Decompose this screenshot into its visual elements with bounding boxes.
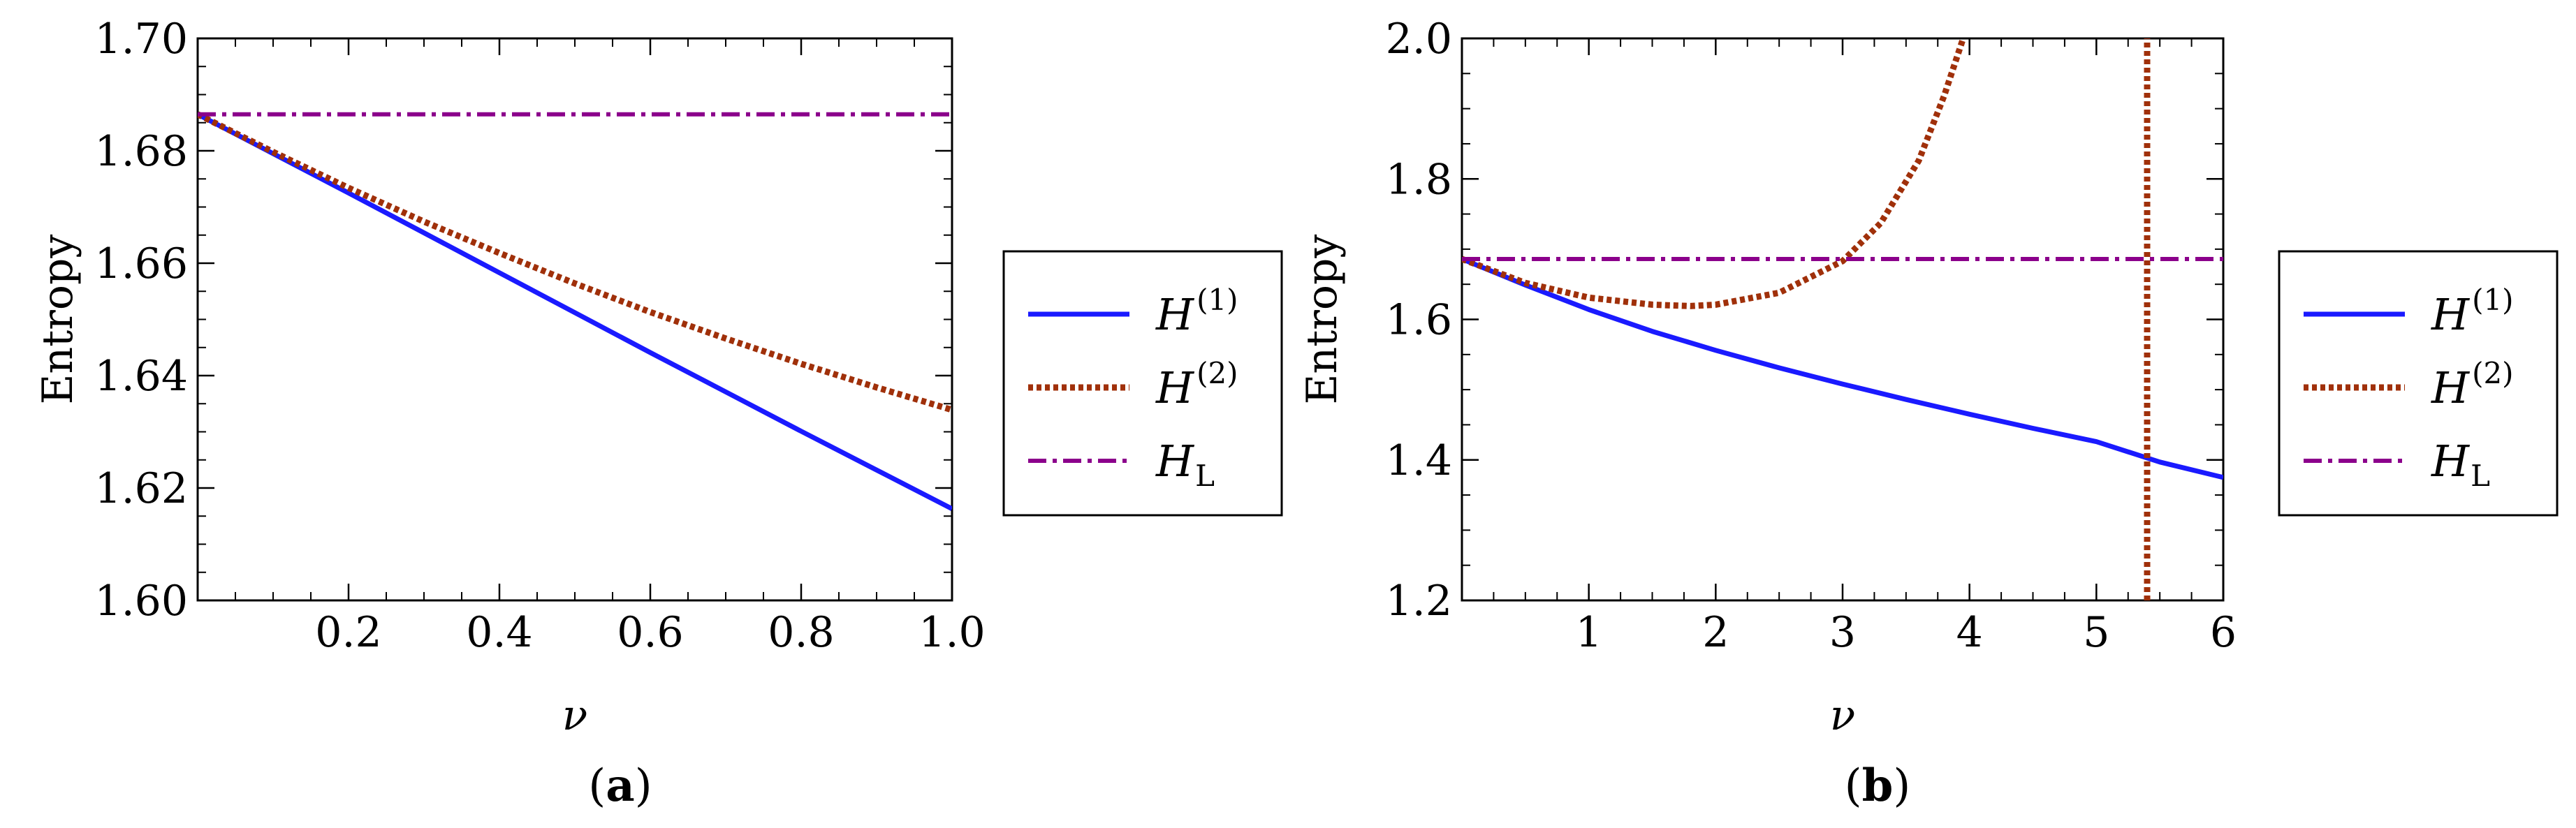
caption-letter: a bbox=[606, 760, 634, 812]
legend-frame bbox=[2278, 250, 2559, 517]
legend-label-sub: L bbox=[1195, 459, 1215, 493]
series-line-1 bbox=[198, 111, 952, 413]
panel-caption: (b) bbox=[1845, 760, 1911, 812]
y-axis-title: Entropy bbox=[34, 235, 82, 405]
legend-label-sup: (1) bbox=[1196, 283, 1238, 317]
x-tick-label: 0.4 bbox=[466, 608, 532, 657]
legend: H(1)H(2)HL bbox=[1002, 250, 1283, 517]
caption-paren-close: ) bbox=[1893, 760, 1910, 812]
y-tick-label: 1.62 bbox=[94, 464, 188, 513]
x-tick-label: 4 bbox=[1956, 608, 1983, 657]
series-line-1 bbox=[1462, 38, 1966, 309]
panel-caption: (a) bbox=[588, 760, 652, 812]
legend-label-sub: L bbox=[2471, 459, 2490, 493]
caption-paren-open: ( bbox=[588, 760, 606, 812]
y-tick-label: 1.2 bbox=[1386, 577, 1452, 626]
x-axis-title: ν bbox=[1830, 691, 1855, 740]
legend-label-base: H bbox=[2431, 436, 2471, 487]
plot-frame bbox=[196, 37, 953, 602]
y-tick-label: 1.64 bbox=[94, 352, 188, 401]
x-tick-label: 0.6 bbox=[617, 608, 683, 657]
x-tick-label: 0.2 bbox=[315, 608, 381, 657]
legend-label-1: H(2) bbox=[1155, 356, 1238, 413]
y-tick-label: 1.68 bbox=[94, 127, 188, 176]
caption-paren-open: ( bbox=[1845, 760, 1862, 812]
legend-label-base: H bbox=[1155, 436, 1195, 487]
legend-label-base: H bbox=[1155, 362, 1195, 413]
caption-paren-close: ) bbox=[635, 760, 652, 812]
panel-a: 0.2 0.4 0.6 0.8 1.0 1.60 1.62 1.64 1.66 1.68 1.70 ν… bbox=[34, 15, 1283, 812]
x-tick-label: 1.0 bbox=[919, 608, 985, 657]
x-tick-label: 2 bbox=[1702, 608, 1729, 657]
x-tick-label: 5 bbox=[2083, 608, 2109, 657]
series-group bbox=[1462, 38, 2223, 600]
legend-label-2: HL bbox=[1155, 436, 1215, 493]
legend: H(1)H(2)HL bbox=[2278, 250, 2559, 517]
x-tick-label: 0.8 bbox=[768, 608, 834, 657]
y-tick-label: 1.4 bbox=[1386, 436, 1452, 485]
y-axis-title: Entropy bbox=[1298, 235, 1347, 405]
x-axis-title: ν bbox=[562, 691, 587, 740]
x-tick-label: 6 bbox=[2210, 608, 2237, 657]
legend-label-0: H(1) bbox=[1155, 283, 1238, 340]
legend-label-sup: (1) bbox=[2472, 283, 2514, 317]
plot-frame bbox=[1461, 37, 2225, 602]
legend-label-base: H bbox=[2431, 362, 2471, 413]
x-tick-label: 3 bbox=[1829, 608, 1856, 657]
caption-letter: b bbox=[1862, 760, 1894, 812]
legend-label-sup: (2) bbox=[2472, 356, 2514, 390]
y-tick-label: 1.60 bbox=[94, 577, 188, 626]
y-tick-label: 1.70 bbox=[94, 15, 188, 64]
y-tick-label: 1.8 bbox=[1386, 155, 1452, 204]
series-group bbox=[198, 111, 952, 511]
legend-label-0: H(1) bbox=[2431, 283, 2514, 340]
series-line-0 bbox=[1462, 256, 2223, 480]
y-tick-label: 1.66 bbox=[94, 239, 188, 288]
y-tick-label: 2.0 bbox=[1386, 15, 1452, 64]
y-tick-label: 1.6 bbox=[1386, 296, 1452, 345]
legend-label-1: H(2) bbox=[2431, 356, 2514, 413]
legend-label-sup: (2) bbox=[1196, 356, 1238, 390]
x-tick-label: 1 bbox=[1576, 608, 1602, 657]
legend-label-3: HL bbox=[2431, 436, 2490, 493]
legend-frame bbox=[1002, 250, 1283, 517]
series-line-0 bbox=[198, 112, 952, 511]
legend-label-base: H bbox=[2431, 289, 2471, 340]
legend-label-base: H bbox=[1155, 289, 1195, 340]
